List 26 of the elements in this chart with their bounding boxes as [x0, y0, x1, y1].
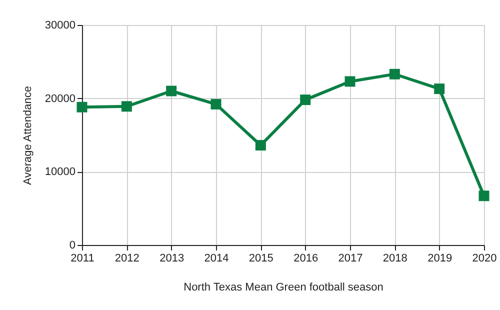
point — [121, 101, 132, 112]
y-tick-label: 10000 — [44, 166, 76, 178]
point — [255, 140, 266, 151]
x-tick-label: 2012 — [114, 252, 140, 264]
x-axis-title: North Texas Mean Green football season — [184, 282, 384, 294]
point — [434, 84, 445, 94]
y-axis-title: Average Attendance — [22, 86, 34, 185]
x-tick-label: 2015 — [248, 252, 274, 264]
point — [166, 86, 177, 96]
point — [210, 98, 222, 110]
x-tick-label: 2013 — [160, 252, 184, 264]
x-tick-label: 2016 — [294, 252, 318, 264]
x-tick-label: 2014 — [204, 252, 229, 264]
y-tick-label: 20000 — [44, 92, 76, 105]
x-tick-label: 2018 — [382, 252, 408, 264]
point — [300, 94, 311, 106]
x-tick-label: 2019 — [428, 252, 452, 264]
x-tick-label: 2011 — [70, 252, 94, 264]
y-tick-label: 0 — [69, 240, 76, 252]
x-tick-label: 2020 — [472, 252, 497, 264]
point — [389, 68, 400, 80]
x-tick-label: 2017 — [338, 252, 363, 264]
y-tick-label: 30000 — [44, 20, 76, 32]
point — [76, 102, 88, 112]
point — [344, 76, 356, 87]
point — [478, 190, 490, 202]
